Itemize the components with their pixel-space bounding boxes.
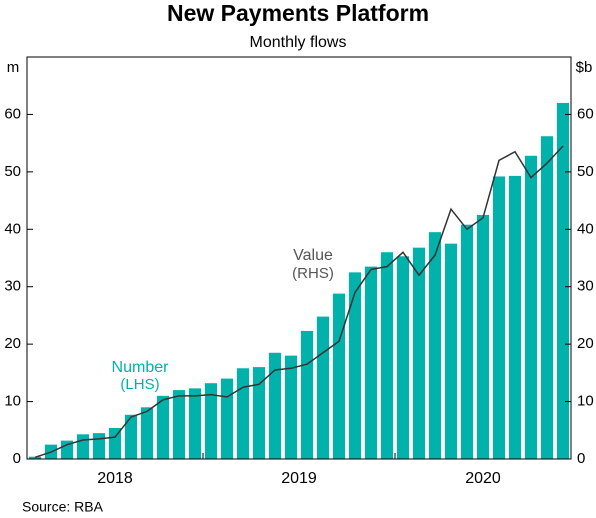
plot-frame [26, 56, 572, 460]
bar [524, 155, 538, 459]
y-tick-label: 50 [4, 163, 21, 180]
bar [460, 224, 474, 459]
y2-tick-label: 20 [577, 335, 594, 352]
y-tick-label: 30 [4, 278, 21, 295]
bar [140, 407, 154, 459]
bar [252, 367, 266, 459]
series-label: Number [112, 359, 170, 376]
bar [412, 247, 426, 459]
bar [444, 243, 458, 459]
bar [316, 316, 330, 459]
bar [428, 232, 442, 459]
bar [540, 136, 554, 459]
bar [492, 176, 506, 460]
bar [508, 175, 522, 459]
bar [188, 388, 202, 459]
bar [236, 368, 250, 459]
series-label-note: (RHS) [292, 265, 334, 282]
y-tick-label: 10 [4, 393, 21, 410]
y2-tick-label: 60 [577, 105, 594, 122]
y-axis-label: m [7, 59, 20, 76]
y2-tick-label: 30 [577, 278, 594, 295]
bar [60, 440, 74, 459]
bar [268, 352, 282, 459]
x-tick-label: 2019 [281, 470, 317, 487]
bar [92, 433, 106, 459]
bar [332, 293, 346, 459]
bar [108, 427, 122, 459]
bar [284, 355, 298, 459]
bar [172, 390, 186, 459]
bar [300, 330, 314, 459]
chart-title: New Payments Platform [167, 0, 429, 26]
y2-tick-label: 10 [577, 393, 594, 410]
y2-tick-label: 0 [577, 450, 585, 467]
source-note: Source: RBA [22, 499, 104, 515]
y2-axis-label: $b [576, 59, 593, 76]
bar [380, 252, 394, 459]
y2-tick-label: 50 [577, 163, 594, 180]
chart-subtitle: Monthly flows [250, 34, 347, 51]
bar [348, 272, 362, 459]
value-line [34, 145, 564, 458]
y2-tick-label: 40 [577, 220, 594, 237]
y-tick-label: 0 [13, 450, 21, 467]
bar [476, 214, 490, 459]
bar [156, 395, 170, 459]
bar [124, 414, 138, 459]
bar [220, 378, 234, 459]
bar [364, 266, 378, 459]
x-tick-label: 2020 [465, 470, 501, 487]
bar [204, 383, 218, 459]
series-label: Value [293, 247, 333, 264]
y-tick-label: 60 [4, 105, 21, 122]
bar [556, 102, 570, 459]
bar [396, 256, 410, 459]
y-tick-label: 20 [4, 335, 21, 352]
x-tick-label: 2018 [97, 470, 133, 487]
series-label-note: (LHS) [120, 376, 159, 393]
bar [76, 434, 90, 459]
bar [28, 456, 42, 459]
y-tick-label: 40 [4, 220, 21, 237]
